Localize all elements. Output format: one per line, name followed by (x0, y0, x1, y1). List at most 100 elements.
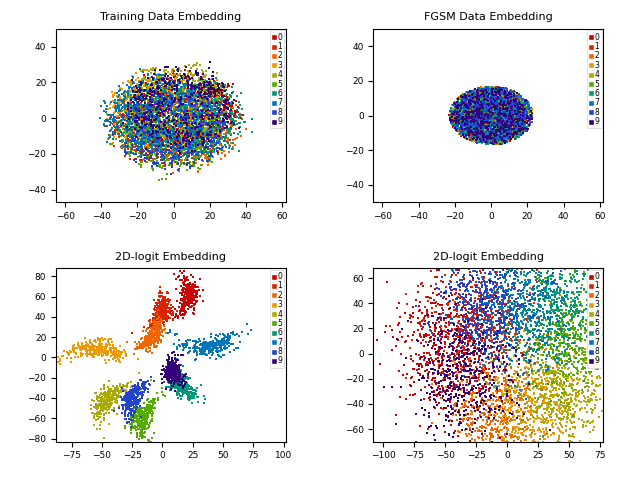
Point (119, 396, 129, 404)
Point (194, 129, 204, 137)
Point (491, 94, 501, 102)
Point (179, 76, 188, 84)
Point (488, 445, 498, 453)
Point (496, 107, 506, 115)
Point (468, 312, 478, 320)
Point (481, 108, 491, 115)
Point (203, 143, 213, 151)
Point (502, 118, 512, 126)
Point (446, 410, 456, 418)
Point (543, 313, 553, 321)
Point (459, 113, 469, 121)
Point (142, 108, 152, 116)
Point (472, 303, 482, 311)
Point (447, 113, 457, 120)
Point (184, 107, 194, 115)
Point (135, 404, 145, 411)
Point (394, 367, 404, 375)
Point (465, 365, 475, 372)
Point (501, 114, 511, 122)
Point (504, 340, 514, 348)
Point (548, 386, 558, 394)
Point (472, 405, 482, 413)
Point (463, 118, 473, 126)
Point (172, 66, 182, 74)
Point (153, 131, 163, 139)
Point (587, 317, 597, 324)
Point (213, 339, 223, 347)
Point (194, 108, 204, 116)
Point (492, 127, 502, 135)
Point (199, 350, 209, 358)
Point (161, 95, 171, 102)
Point (154, 292, 164, 300)
Point (137, 433, 147, 441)
Point (198, 116, 208, 123)
Point (177, 84, 187, 92)
Point (212, 114, 222, 121)
Point (151, 331, 161, 339)
Point (200, 80, 210, 87)
Point (497, 416, 507, 423)
Point (452, 330, 462, 337)
Point (491, 113, 501, 120)
Point (181, 385, 191, 393)
Point (472, 117, 482, 124)
Point (108, 118, 118, 125)
Point (450, 116, 460, 123)
Point (179, 300, 188, 308)
Point (465, 102, 475, 110)
Point (481, 90, 491, 98)
Point (177, 138, 187, 145)
Point (500, 110, 510, 118)
Point (499, 348, 509, 356)
Point (133, 345, 143, 352)
Point (179, 137, 188, 144)
Point (151, 335, 160, 343)
Point (545, 426, 555, 433)
Point (522, 280, 532, 288)
Point (155, 122, 165, 130)
Point (505, 404, 515, 411)
Point (182, 92, 192, 100)
Point (184, 132, 194, 140)
Point (133, 396, 143, 404)
Point (95, 409, 105, 417)
Point (99, 395, 109, 403)
Point (476, 87, 486, 95)
Point (491, 416, 501, 424)
Point (212, 338, 222, 346)
Point (484, 408, 494, 416)
Point (590, 387, 600, 395)
Point (225, 120, 235, 128)
Point (90, 389, 100, 397)
Point (473, 130, 483, 137)
Point (170, 376, 180, 384)
Point (132, 418, 142, 425)
Point (524, 356, 534, 364)
Point (494, 127, 504, 135)
Point (554, 312, 564, 320)
Point (211, 331, 221, 339)
Point (468, 382, 478, 390)
Point (454, 106, 464, 113)
Point (117, 116, 127, 124)
Point (448, 339, 458, 347)
Point (178, 384, 188, 392)
Point (524, 104, 534, 111)
Point (500, 92, 510, 99)
Point (447, 406, 457, 413)
Point (218, 89, 228, 97)
Point (172, 89, 182, 96)
Point (520, 97, 530, 105)
Point (471, 367, 481, 374)
Point (132, 132, 142, 140)
Point (453, 108, 463, 116)
Point (480, 122, 490, 130)
Point (448, 116, 458, 124)
Point (481, 120, 491, 128)
Point (127, 418, 137, 426)
Point (507, 96, 517, 104)
Point (178, 372, 188, 379)
Point (174, 104, 183, 111)
